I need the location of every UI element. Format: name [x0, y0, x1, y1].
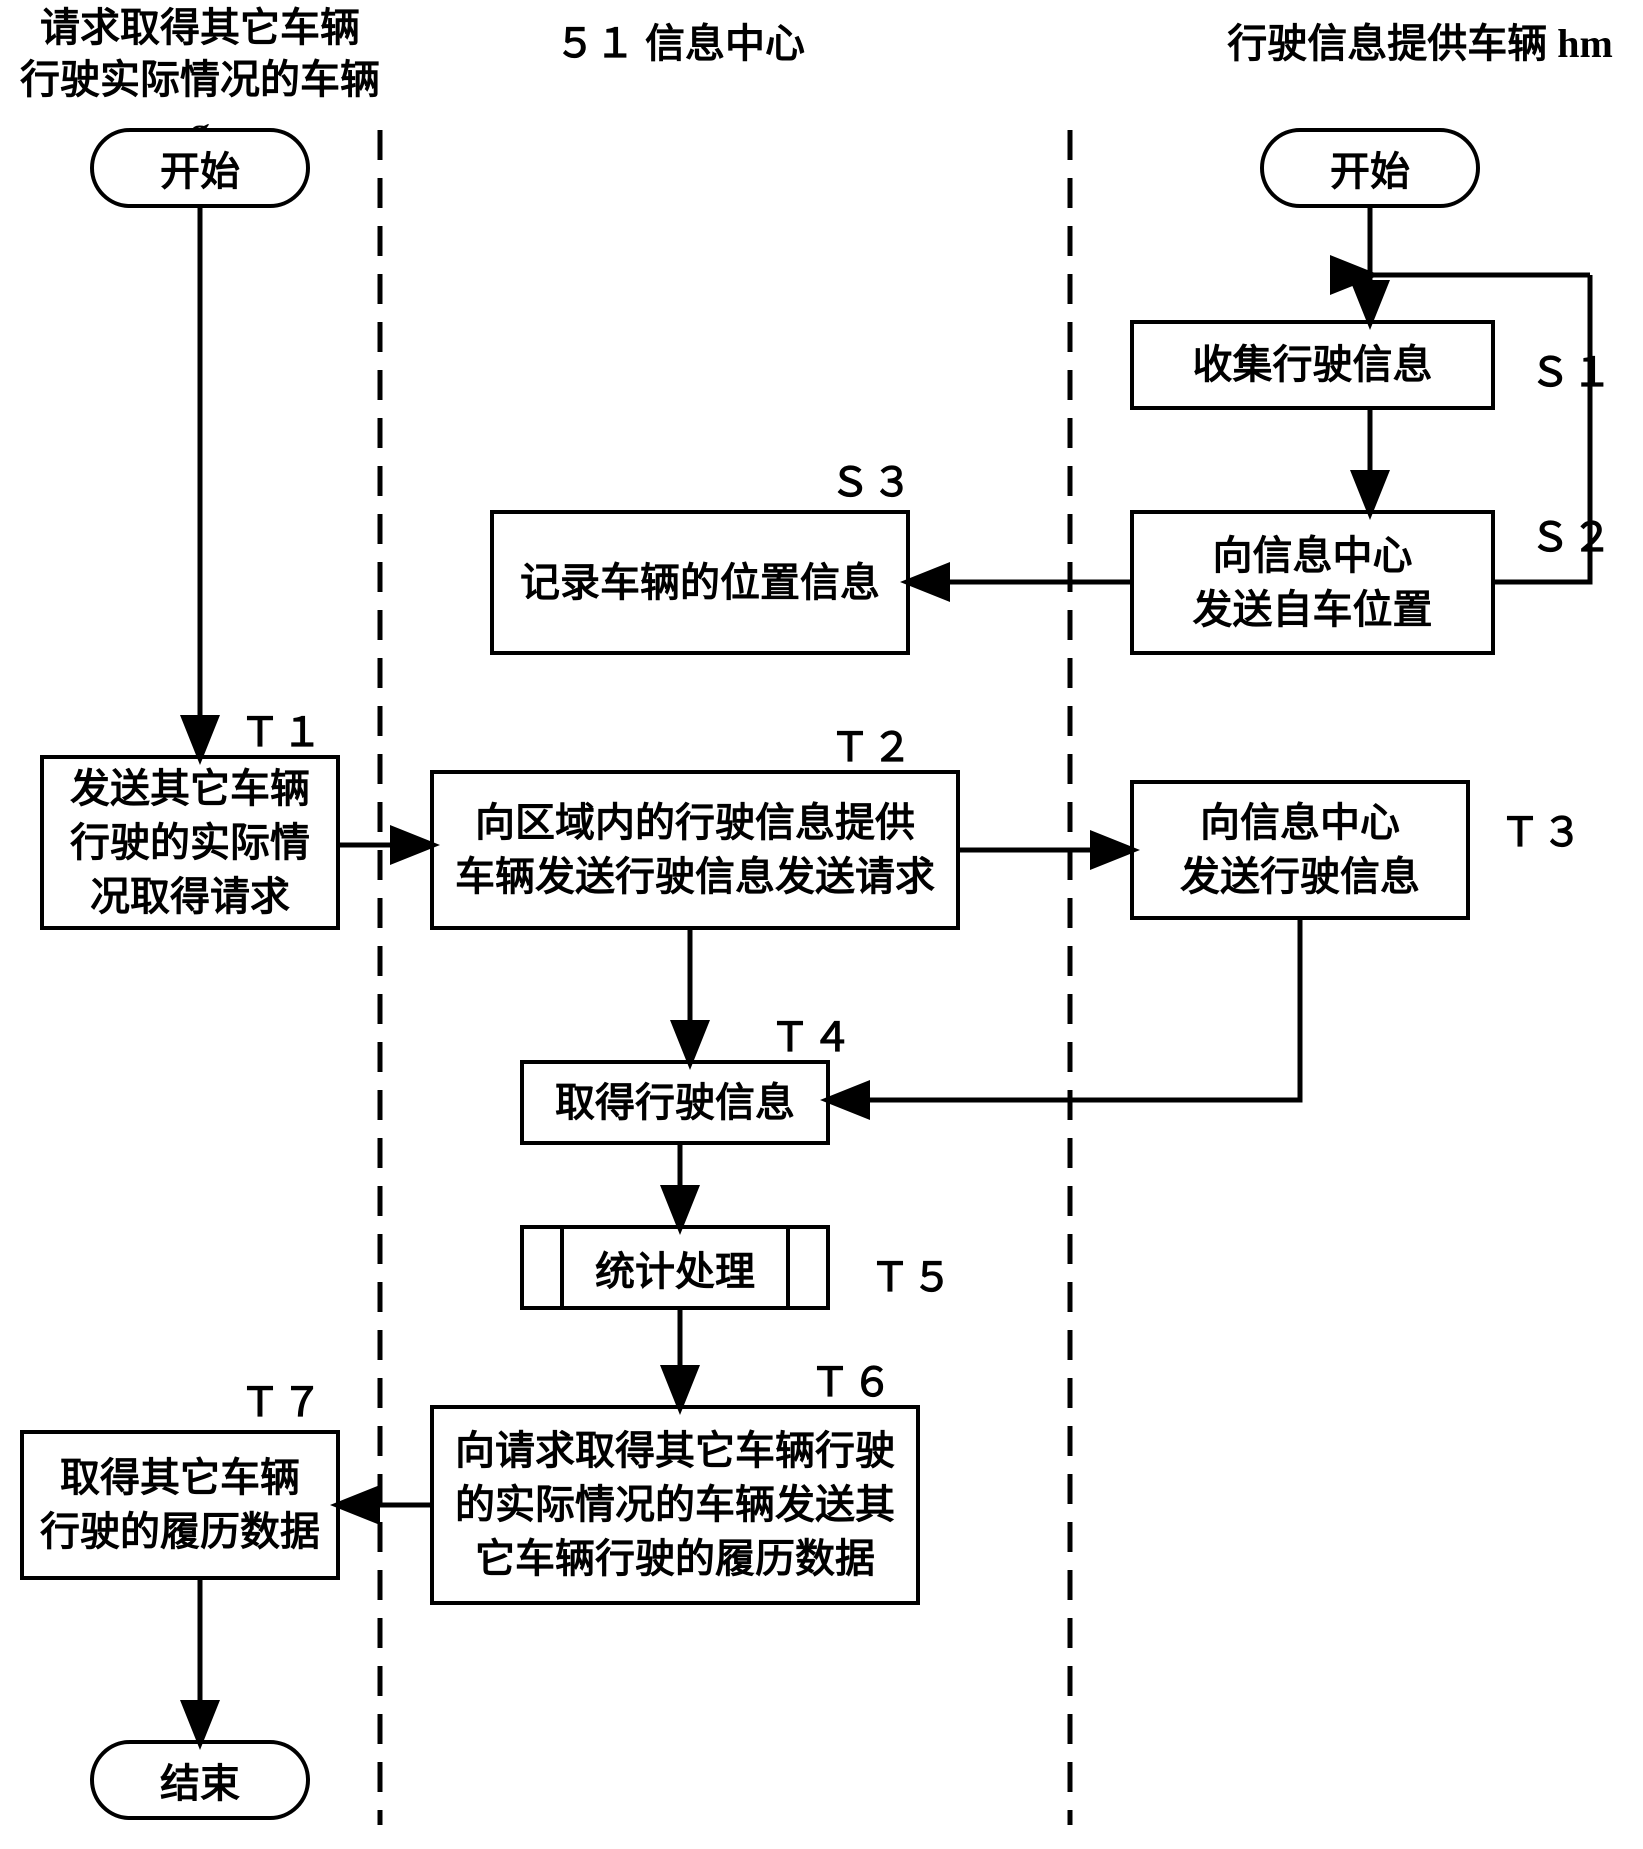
- step-s2-text: 向信息中心发送自车位置: [1193, 529, 1433, 637]
- g-start-text: 开始: [160, 139, 240, 197]
- step-s1: 收集行驶信息: [1130, 320, 1495, 410]
- hm-start-terminator: 开始: [1260, 128, 1480, 208]
- label-t3: Ｔ３: [1500, 800, 1584, 858]
- step-t4-text: 取得行驶信息: [555, 1076, 795, 1130]
- step-t7: 取得其它车辆行驶的履历数据: [20, 1430, 340, 1580]
- step-t4: 取得行驶信息: [520, 1060, 830, 1145]
- label-t6: Ｔ６: [810, 1350, 894, 1408]
- g-end-text: 结束: [160, 1751, 240, 1809]
- label-s2: Ｓ２: [1530, 505, 1614, 563]
- arrow-T3_to_T4: [830, 920, 1300, 1100]
- step-t5-inner: 统计处理: [560, 1229, 790, 1306]
- step-t3: 向信息中心发送行驶信息: [1130, 780, 1470, 920]
- step-t5-text: 统计处理: [595, 1239, 755, 1297]
- step-t3-text: 向信息中心发送行驶信息: [1180, 796, 1420, 904]
- step-t2: 向区域内的行驶信息提供车辆发送行驶信息发送请求: [430, 770, 960, 930]
- step-t6: 向请求取得其它车辆行驶的实际情况的车辆发送其它车辆行驶的履历数据: [430, 1405, 920, 1605]
- label-s3: Ｓ３: [830, 450, 914, 508]
- step-t5: 统计处理: [520, 1225, 830, 1310]
- label-t5: Ｔ５: [870, 1245, 954, 1303]
- step-s3-text: 记录车辆的位置信息: [520, 556, 880, 610]
- step-s2: 向信息中心发送自车位置: [1130, 510, 1495, 655]
- label-t7: Ｔ７: [240, 1370, 324, 1428]
- label-t4: Ｔ４: [770, 1005, 854, 1063]
- step-t6-text: 向请求取得其它车辆行驶的实际情况的车辆发送其它车辆行驶的履历数据: [455, 1424, 895, 1586]
- step-t1-text: 发送其它车辆行驶的实际情况取得请求: [70, 762, 310, 924]
- label-s1: Ｓ１: [1530, 340, 1614, 398]
- lane-header-hm: 行驶信息提供车辆 hm: [1220, 18, 1620, 70]
- g-end-terminator: 结束: [90, 1740, 310, 1820]
- label-t1: Ｔ１: [240, 700, 324, 758]
- step-t1: 发送其它车辆行驶的实际情况取得请求: [40, 755, 340, 930]
- hm-start-text: 开始: [1330, 139, 1410, 197]
- g-start-terminator: 开始: [90, 128, 310, 208]
- step-s3: 记录车辆的位置信息: [490, 510, 910, 655]
- step-t2-text: 向区域内的行驶信息提供车辆发送行驶信息发送请求: [455, 796, 935, 904]
- label-t2: Ｔ２: [830, 715, 914, 773]
- step-s1-text: 收集行驶信息: [1193, 338, 1433, 392]
- step-t7-text: 取得其它车辆行驶的履历数据: [40, 1451, 320, 1559]
- lane-header-center: ５１ 信息中心: [530, 18, 830, 70]
